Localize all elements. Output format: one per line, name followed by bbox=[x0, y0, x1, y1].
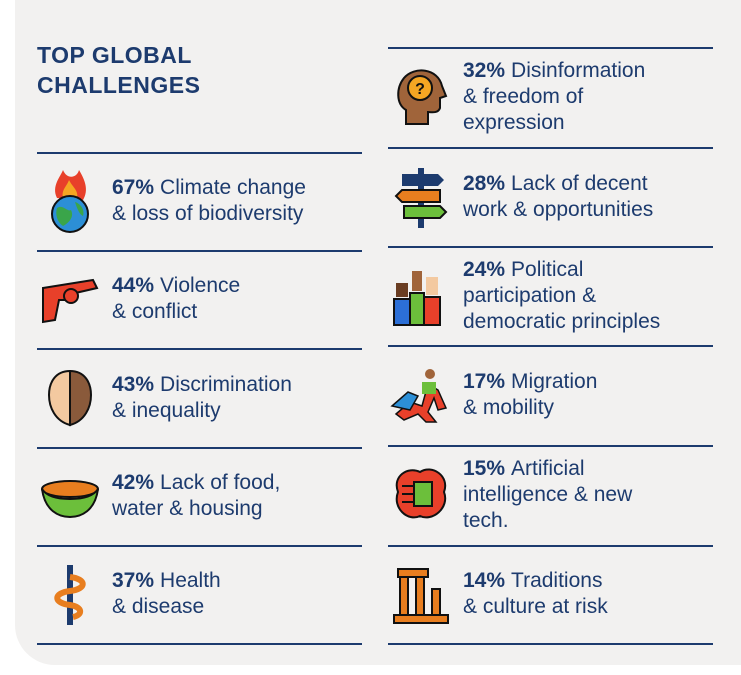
item-text: 44% Violence & conflict bbox=[112, 273, 240, 325]
percent: 28% bbox=[463, 172, 505, 195]
label-line: 67% Climate change bbox=[112, 175, 306, 201]
challenge-item: 15% Artificial intelligence & new tech. bbox=[388, 445, 713, 545]
percent: 32% bbox=[463, 59, 505, 82]
challenge-item: 42% Lack of food, water & housing bbox=[37, 447, 362, 545]
item-text: 37% Health & disease bbox=[112, 568, 221, 620]
label-line: & conflict bbox=[112, 299, 240, 325]
icon bbox=[37, 365, 103, 431]
icon bbox=[37, 168, 103, 234]
label-line: intelligence & new bbox=[463, 482, 632, 508]
label-line: & loss of biodiversity bbox=[112, 201, 306, 227]
label-line: 14% Traditions bbox=[463, 568, 608, 594]
label: & freedom of bbox=[463, 85, 583, 108]
label-line: 44% Violence bbox=[112, 273, 240, 299]
label-line: & inequality bbox=[112, 398, 292, 424]
label: Disinformation bbox=[511, 59, 645, 82]
label: Discrimination bbox=[160, 373, 292, 396]
icon bbox=[388, 462, 454, 528]
divider bbox=[37, 643, 362, 645]
label-line: expression bbox=[463, 110, 645, 136]
title: TOP GLOBAL CHALLENGES bbox=[37, 40, 257, 100]
label: Traditions bbox=[511, 569, 602, 592]
challenge-item: 37% Health & disease bbox=[37, 545, 362, 643]
percent: 17% bbox=[463, 370, 505, 393]
challenge-item: 28% Lack of decent work & opportunities bbox=[388, 147, 713, 246]
challenge-item: 14% Traditions & culture at risk bbox=[388, 545, 713, 643]
icon bbox=[37, 266, 103, 332]
label-line: participation & bbox=[463, 283, 660, 309]
label: intelligence & new bbox=[463, 483, 632, 506]
percent: 37% bbox=[112, 569, 154, 592]
challenge-item: 24% Political participation & democratic pr… bbox=[388, 246, 713, 345]
percent: 67% bbox=[112, 176, 154, 199]
icon bbox=[37, 463, 103, 529]
label-line: democratic principles bbox=[463, 309, 660, 335]
label-line: 42% Lack of food, bbox=[112, 470, 280, 496]
icon bbox=[388, 561, 454, 627]
label: & inequality bbox=[112, 399, 221, 422]
label: work & opportunities bbox=[463, 198, 653, 221]
svg-text:?: ? bbox=[415, 81, 425, 98]
item-text: 24% Political participation & democratic pr… bbox=[463, 257, 660, 335]
label-line: 32% Disinformation bbox=[463, 58, 645, 84]
divider bbox=[388, 643, 713, 645]
percent: 15% bbox=[463, 457, 505, 480]
label-line: 15% Artificial bbox=[463, 456, 632, 482]
label: participation & bbox=[463, 284, 596, 307]
item-text: 17% Migration & mobility bbox=[463, 369, 597, 421]
label-line: 43% Discrimination bbox=[112, 372, 292, 398]
icon bbox=[388, 164, 454, 230]
item-text: 28% Lack of decent work & opportunities bbox=[463, 171, 653, 223]
page: TOP GLOBAL CHALLENGES 67% Climate change &… bbox=[0, 0, 741, 675]
label-line: & culture at risk bbox=[463, 594, 608, 620]
percent: 44% bbox=[112, 274, 154, 297]
label: Migration bbox=[511, 370, 597, 393]
label-line: water & housing bbox=[112, 496, 280, 522]
label: Violence bbox=[160, 274, 240, 297]
label-line: 28% Lack of decent bbox=[463, 171, 653, 197]
icon: ? bbox=[388, 64, 454, 130]
label: Health bbox=[160, 569, 221, 592]
label: Lack of food, bbox=[160, 471, 280, 494]
label-line: work & opportunities bbox=[463, 197, 653, 223]
item-text: 15% Artificial intelligence & new tech. bbox=[463, 456, 632, 534]
percent: 43% bbox=[112, 373, 154, 396]
icon bbox=[37, 561, 103, 627]
challenge-item: 43% Discrimination & inequality bbox=[37, 348, 362, 447]
label-line: 17% Migration bbox=[463, 369, 597, 395]
label: & disease bbox=[112, 595, 204, 618]
label: Political bbox=[511, 258, 583, 281]
label: Climate change bbox=[160, 176, 306, 199]
challenge-item: 17% Migration & mobility bbox=[388, 345, 713, 445]
item-text: 32% Disinformation & freedom of expression bbox=[463, 58, 645, 136]
label: Lack of decent bbox=[511, 172, 648, 195]
label-line: & freedom of bbox=[463, 84, 645, 110]
item-text: 67% Climate change & loss of biodiversity bbox=[112, 175, 306, 227]
label: Artificial bbox=[511, 457, 585, 480]
label: expression bbox=[463, 111, 565, 134]
item-text: 43% Discrimination & inequality bbox=[112, 372, 292, 424]
label: tech. bbox=[463, 509, 509, 532]
label: water & housing bbox=[112, 497, 263, 520]
label: & culture at risk bbox=[463, 595, 608, 618]
challenge-item: 67% Climate change & loss of biodiversity bbox=[37, 152, 362, 250]
label: & conflict bbox=[112, 300, 197, 323]
label: & loss of biodiversity bbox=[112, 202, 303, 225]
label-line: tech. bbox=[463, 508, 632, 534]
label: democratic principles bbox=[463, 310, 660, 333]
label-line: 37% Health bbox=[112, 568, 221, 594]
icon bbox=[388, 362, 454, 428]
label: & mobility bbox=[463, 396, 554, 419]
percent: 14% bbox=[463, 569, 505, 592]
percent: 24% bbox=[463, 258, 505, 281]
challenge-item: ? 32% Disinformation & freedom of expression bbox=[388, 47, 713, 147]
label-line: & mobility bbox=[463, 395, 597, 421]
item-text: 42% Lack of food, water & housing bbox=[112, 470, 280, 522]
challenge-item: 44% Violence & conflict bbox=[37, 250, 362, 348]
item-text: 14% Traditions & culture at risk bbox=[463, 568, 608, 620]
icon bbox=[388, 263, 454, 329]
percent: 42% bbox=[112, 471, 154, 494]
label-line: & disease bbox=[112, 594, 221, 620]
label-line: 24% Political bbox=[463, 257, 660, 283]
